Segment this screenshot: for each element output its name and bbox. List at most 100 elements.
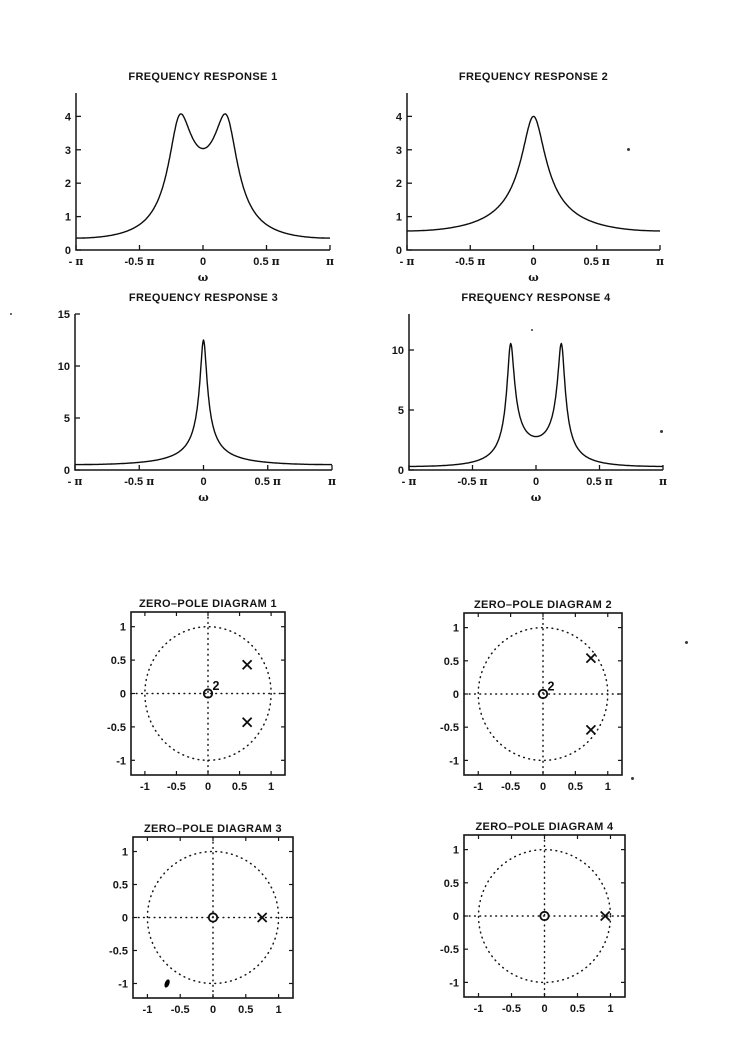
- y-tick-label: -1: [449, 755, 459, 767]
- y-tick-label: 1: [453, 623, 459, 635]
- y-tick-label: 0: [120, 689, 126, 701]
- pole-marker: [241, 659, 253, 670]
- pole-marker: [600, 910, 611, 922]
- x-tick-label: -1: [474, 1003, 484, 1015]
- y-tick-label: 1: [122, 847, 128, 859]
- x-axis-label: ω: [198, 271, 209, 284]
- zero-marker: [537, 688, 549, 700]
- y-tick-label: -0.5: [109, 945, 128, 957]
- y-tick-label: -1: [449, 977, 459, 989]
- y-tick-label: 1: [453, 845, 459, 857]
- x-tick-label: -0.5 π: [457, 475, 487, 488]
- x-tick-label: 1: [276, 1004, 282, 1016]
- x-tick-label: 1: [268, 781, 274, 793]
- chart-title: FREQUENCY RESPONSE 1: [128, 71, 278, 83]
- y-tick-label: 10: [392, 345, 404, 357]
- y-tick-label: 3: [65, 145, 71, 157]
- chart-title: FREQUENCY RESPONSE 4: [461, 292, 611, 304]
- y-tick-label: 4: [396, 111, 403, 123]
- y-tick-label: 0: [453, 911, 459, 923]
- x-tick-label: π: [659, 475, 667, 488]
- y-tick-label: 15: [58, 309, 70, 321]
- x-tick-label: 0: [205, 781, 211, 793]
- zp1-plot-canvas: -1 -0.5 0 0.5 1 1 0.5 0 -0.5 -1 2: [107, 611, 286, 793]
- y-tick-label: -0.5: [440, 944, 459, 956]
- pole-marker: [241, 717, 253, 728]
- y-tick-label: 0.5: [444, 656, 459, 668]
- ink-blob-artifact: [164, 979, 170, 988]
- x-tick-label: 0.5 π: [586, 475, 612, 488]
- fr1-plot-canvas: 0 1 2 3 4 - π -0.5 π 0 0.5 π π ω: [65, 93, 334, 284]
- x-tick-label: 0.5: [238, 1004, 253, 1016]
- chart-title: ZERO–POLE DIAGRAM 2: [473, 599, 613, 611]
- unit-circle: [477, 848, 612, 984]
- x-tick-label: -0.5: [171, 1004, 190, 1016]
- x-tick-label: 0: [210, 1004, 216, 1016]
- y-tick-label: 4: [65, 111, 72, 123]
- zero-marker: [207, 912, 219, 923]
- unit-circle: [146, 850, 280, 985]
- axes-spines: [74, 314, 332, 471]
- x-axis-label: ω: [198, 491, 209, 504]
- x-tick-label: -1: [143, 1004, 153, 1016]
- zp4-plot-canvas: -1 -0.5 0 0.5 1 1 0.5 0 -0.5 -1: [440, 834, 626, 1015]
- y-tick-label: 0: [453, 689, 459, 701]
- y-tick-label: -0.5: [107, 722, 126, 734]
- x-tick-label: 0: [541, 1003, 547, 1015]
- y-tick-label: 1: [396, 212, 402, 224]
- y-tick-label: 3: [396, 145, 402, 157]
- response-curve: [75, 113, 331, 239]
- chart-title: FREQUENCY RESPONSE 3: [128, 292, 279, 304]
- x-tick-label: 0: [200, 256, 206, 268]
- zp3-plot-canvas: -1 -0.5 0 0.5 1 1 0.5 0 -0.5 -1: [109, 836, 294, 1016]
- zero-multiplicity-label: 2: [548, 680, 555, 694]
- x-tick-label: -0.5 π: [455, 255, 485, 268]
- response-curve: [408, 342, 664, 468]
- pole-marker: [585, 653, 597, 664]
- y-tick-label: 1: [120, 622, 126, 634]
- x-tick-label: 0.5 π: [253, 255, 279, 268]
- x-tick-label: -0.5 π: [124, 255, 154, 268]
- y-tick-label: 2: [396, 178, 402, 190]
- x-tick-label: 0: [530, 256, 536, 268]
- zero-marker: [539, 910, 550, 922]
- y-tick-label: 0: [65, 245, 71, 257]
- x-tick-label: - π: [69, 255, 84, 268]
- y-tick-label: 10: [58, 361, 70, 373]
- x-tick-label: -0.5: [501, 781, 520, 793]
- chart-title: ZERO–POLE DIAGRAM 4: [475, 821, 614, 833]
- y-tick-label: 5: [64, 413, 70, 425]
- y-tick-label: 0: [64, 465, 70, 477]
- scan-speck-artifact: [631, 777, 634, 780]
- x-axis-label: ω: [531, 491, 542, 504]
- x-tick-label: 1: [607, 1003, 613, 1015]
- chart-title: ZERO–POLE DIAGRAM 1: [138, 598, 278, 610]
- x-tick-label: -0.5: [167, 781, 186, 793]
- y-tick-label: -1: [118, 978, 128, 990]
- chart-title: ZERO–POLE DIAGRAM 3: [143, 823, 283, 835]
- unit-circle: [144, 625, 272, 762]
- x-tick-label: - π: [402, 475, 417, 488]
- x-tick-label: 0.5: [232, 781, 247, 793]
- y-tick-label: 0: [396, 245, 402, 257]
- scan-speck-artifact: [627, 148, 630, 151]
- unit-circle: [477, 626, 609, 762]
- x-tick-label: π: [326, 255, 334, 268]
- y-tick-label: 0: [398, 465, 404, 477]
- pole-marker: [585, 724, 597, 735]
- zero-multiplicity-label: 2: [213, 679, 220, 693]
- x-tick-label: π: [328, 475, 336, 488]
- zero-marker: [202, 688, 214, 699]
- scan-speck-artifact: [660, 430, 663, 433]
- x-tick-label: 0.5: [570, 1003, 585, 1015]
- axes-spines: [75, 93, 330, 251]
- x-tick-label: - π: [400, 255, 415, 268]
- x-tick-label: 0: [540, 781, 546, 793]
- x-tick-label: 0.5 π: [584, 255, 610, 268]
- response-curve: [406, 115, 661, 232]
- pole-marker: [257, 912, 268, 923]
- x-tick-label: -0.5: [502, 1003, 521, 1015]
- scan-speck-artifact: [10, 313, 12, 315]
- x-tick-label: - π: [68, 475, 83, 488]
